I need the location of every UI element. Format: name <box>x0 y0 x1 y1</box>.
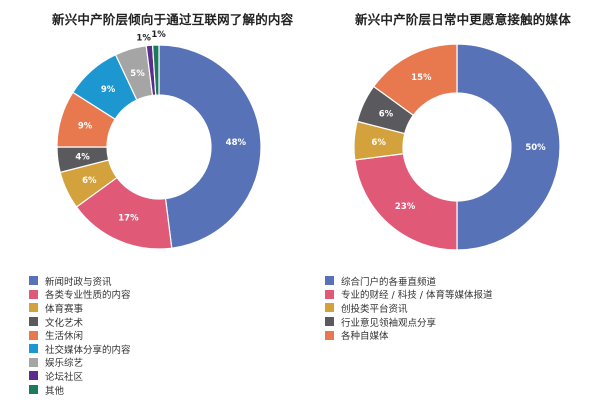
legend-swatch <box>29 289 38 299</box>
legend-swatch <box>325 330 334 340</box>
slice-data-label: 4% <box>75 153 90 163</box>
donut-slice <box>158 44 262 249</box>
legend-item: 生活休闲 <box>29 328 131 342</box>
slice-data-label: 6% <box>379 110 394 120</box>
legend-swatch <box>325 303 334 313</box>
legend-label: 生活休闲 <box>45 331 84 343</box>
legend-swatch <box>29 317 38 327</box>
legend-label: 论坛社区 <box>45 371 84 383</box>
donut-slice <box>372 43 458 117</box>
legend-label: 其他 <box>45 385 65 397</box>
legend-item: 专业的财经 / 科技 / 体育等媒体报道 <box>325 288 493 302</box>
legend-label: 行业意见领袖观点分享 <box>341 317 437 329</box>
legend-swatch <box>325 317 334 327</box>
legend-swatch <box>29 330 38 340</box>
legend-swatch <box>29 303 38 313</box>
legend-item: 各种自媒体 <box>325 328 492 342</box>
right-donut-chart: 50% 23% 6% 6% 15% <box>353 43 561 251</box>
legend-label: 社交媒体分享的内容 <box>45 344 131 356</box>
legend-item: 新闻时政与资讯 <box>29 274 131 288</box>
slice-data-label: 1% <box>136 33 151 43</box>
legend-swatch <box>325 276 334 286</box>
legend-item: 创投类平台资讯 <box>325 301 492 315</box>
left-chart-title: 新兴中产阶层倾向于通过互联网了解的内容 <box>52 12 294 27</box>
legend-item: 其他 <box>29 383 131 397</box>
legend-label: 体育赛事 <box>45 303 84 315</box>
left-legend: 新闻时政与资讯各类专业性质的内容 体育赛事文化艺术生活休闲 社交媒体分享的内容 娱乐综… <box>29 274 131 397</box>
left-donut-chart: 48% 17% 6% 4% 9% 9% 5% 1% 1% <box>56 30 262 250</box>
legend-swatch <box>29 344 38 354</box>
donut-slice <box>354 153 458 251</box>
slice-data-label: 9% <box>78 122 93 132</box>
legend-item: 文化艺术 <box>29 315 131 329</box>
legend-item: 各类专业性质的内容 <box>29 288 131 302</box>
slice-data-label: 6% <box>82 176 97 186</box>
legend-swatch <box>29 385 38 395</box>
legend-swatch <box>29 276 38 286</box>
slice-data-label: 17% <box>118 214 139 224</box>
slice-data-label: 1% <box>151 30 166 40</box>
legend-label: 各类专业性质的内容 <box>45 290 131 302</box>
donut-slice <box>151 44 160 96</box>
legend-item: 行业意见领袖观点分享 <box>325 315 492 329</box>
legend-item: 论坛社区 <box>29 369 131 383</box>
slice-data-label: 48% <box>226 138 247 148</box>
slice-data-label: 23% <box>395 202 416 212</box>
legend-label: 各种自媒体 <box>341 331 389 343</box>
legend-item: 体育赛事 <box>29 301 131 315</box>
legend-label: 创投类平台资讯 <box>341 303 408 315</box>
slice-data-label: 9% <box>101 85 116 95</box>
slice-data-label: 15% <box>411 73 432 83</box>
legend-swatch <box>29 371 38 381</box>
legend-label: 娱乐综艺 <box>45 358 84 370</box>
legend-label: 文化艺术 <box>45 317 84 329</box>
slice-data-label: 5% <box>130 69 145 79</box>
legend-label: 专业的财经 / 科技 / 体育等媒体报道 <box>341 290 493 302</box>
slice-data-label: 50% <box>525 143 546 153</box>
legend-item: 娱乐综艺 <box>29 356 131 370</box>
right-legend: 综合门户的各垂直频道专业的财经 / 科技 / 体育等媒体报道 创投类平台资讯行业意… <box>325 274 492 342</box>
legend-item: 社交媒体分享的内容 <box>29 342 131 356</box>
legend-label: 新闻时政与资讯 <box>45 276 112 288</box>
legend-label: 综合门户的各垂直频道 <box>341 276 437 288</box>
right-chart-title: 新兴中产阶层日常中更愿意接触的媒体 <box>355 12 571 27</box>
legend-swatch <box>29 357 38 367</box>
donut-slice <box>456 43 561 251</box>
legend-item: 综合门户的各垂直频道 <box>325 274 492 288</box>
slice-data-label: 6% <box>371 138 386 148</box>
legend-swatch <box>325 289 334 299</box>
